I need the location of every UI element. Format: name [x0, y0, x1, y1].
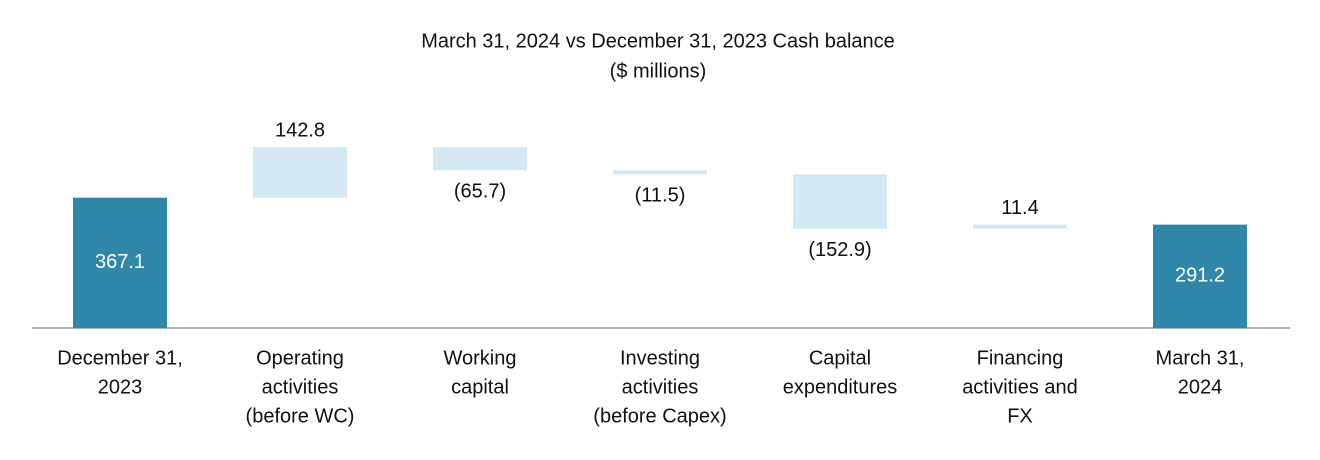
x-tick-label: (before WC) [246, 405, 355, 427]
x-tick-label: Investing [620, 347, 700, 369]
x-tick-label: capital [451, 376, 509, 398]
value-label: 142.8 [275, 119, 325, 141]
chart-title: March 31, 2024 vs December 31, 2023 Cash… [421, 30, 895, 52]
x-tick-label: activities [262, 376, 339, 398]
change-bar [253, 147, 347, 198]
value-label: (152.9) [808, 239, 871, 261]
value-label: (11.5) [635, 185, 686, 207]
change-bar [613, 170, 707, 175]
total-bar [1153, 224, 1247, 328]
x-tick-label: March 31, [1156, 347, 1245, 369]
x-tick-label: 2023 [98, 376, 143, 398]
x-tick-label: Operating [256, 347, 344, 369]
value-label: (65.7) [454, 181, 506, 203]
value-label: 291.2 [1175, 265, 1225, 287]
change-bar [433, 147, 527, 171]
value-label: 367.1 [95, 251, 145, 273]
x-tick-label: FX [1007, 405, 1033, 427]
chart-subtitle: ($ millions) [610, 60, 707, 82]
change-bar [973, 224, 1067, 229]
x-tick-label: Working [444, 347, 517, 369]
total-bar [73, 197, 167, 328]
value-label: 11.4 [1001, 197, 1038, 219]
x-tick-label: activities and [962, 376, 1078, 398]
x-tick-label: expenditures [783, 376, 898, 398]
x-tick-label: (before Capex) [593, 405, 726, 427]
x-tick-label: activities [622, 376, 699, 398]
change-bar [793, 174, 887, 229]
x-tick-label: Capital [809, 347, 871, 369]
x-tick-label: 2024 [1178, 376, 1223, 398]
x-tick-label: December 31, [57, 347, 183, 369]
x-tick-label: Financing [977, 347, 1064, 369]
